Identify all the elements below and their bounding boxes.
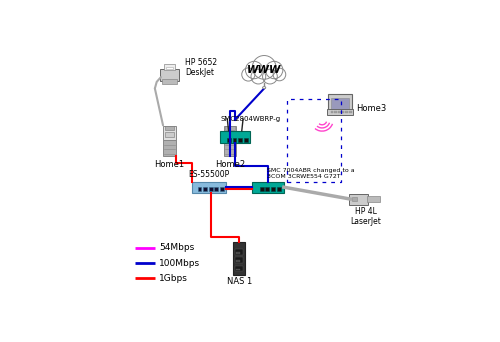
FancyBboxPatch shape (232, 138, 236, 142)
Circle shape (273, 68, 285, 81)
FancyBboxPatch shape (272, 187, 275, 191)
Circle shape (252, 55, 276, 79)
FancyBboxPatch shape (350, 194, 368, 205)
Text: 1Gbps: 1Gbps (159, 274, 188, 283)
FancyBboxPatch shape (220, 187, 224, 191)
Text: HP 5652
DeskJet: HP 5652 DeskJet (185, 58, 218, 77)
FancyBboxPatch shape (236, 260, 240, 262)
FancyBboxPatch shape (260, 187, 264, 191)
Text: WWW: WWW (247, 65, 282, 75)
Circle shape (266, 61, 283, 79)
FancyBboxPatch shape (225, 126, 234, 130)
FancyBboxPatch shape (164, 65, 174, 70)
FancyBboxPatch shape (331, 98, 349, 109)
FancyBboxPatch shape (330, 110, 333, 111)
FancyBboxPatch shape (346, 113, 348, 114)
FancyBboxPatch shape (225, 132, 234, 137)
FancyBboxPatch shape (192, 182, 226, 193)
FancyBboxPatch shape (164, 132, 174, 137)
FancyBboxPatch shape (349, 113, 352, 114)
FancyBboxPatch shape (342, 113, 344, 114)
Circle shape (251, 69, 266, 84)
FancyBboxPatch shape (342, 110, 344, 111)
FancyBboxPatch shape (338, 110, 340, 111)
Text: NAS 1: NAS 1 (226, 277, 252, 286)
Text: Home1: Home1 (154, 160, 184, 169)
FancyBboxPatch shape (227, 138, 230, 142)
FancyBboxPatch shape (277, 187, 281, 191)
FancyBboxPatch shape (238, 138, 242, 142)
FancyBboxPatch shape (214, 187, 218, 191)
FancyBboxPatch shape (160, 69, 178, 81)
FancyBboxPatch shape (236, 269, 240, 271)
Text: 100Mbps: 100Mbps (159, 259, 200, 267)
FancyBboxPatch shape (334, 110, 337, 111)
Text: SMC 7004ABR changed to a
3COM 3CRWE554 G72T: SMC 7004ABR changed to a 3COM 3CRWE554 G… (267, 168, 354, 179)
FancyBboxPatch shape (266, 187, 270, 191)
FancyBboxPatch shape (166, 67, 173, 69)
Circle shape (246, 61, 263, 79)
FancyBboxPatch shape (244, 138, 248, 142)
FancyBboxPatch shape (224, 140, 236, 156)
Ellipse shape (262, 87, 266, 89)
FancyBboxPatch shape (204, 187, 207, 191)
FancyBboxPatch shape (163, 140, 175, 156)
FancyBboxPatch shape (236, 249, 243, 254)
FancyBboxPatch shape (328, 94, 352, 112)
FancyBboxPatch shape (209, 187, 212, 191)
FancyBboxPatch shape (346, 110, 348, 111)
Text: ES-55500P: ES-55500P (188, 170, 230, 179)
FancyBboxPatch shape (252, 182, 284, 193)
Circle shape (242, 68, 255, 81)
FancyBboxPatch shape (236, 257, 243, 263)
FancyBboxPatch shape (349, 110, 352, 111)
FancyBboxPatch shape (198, 187, 202, 191)
FancyBboxPatch shape (334, 113, 337, 114)
FancyBboxPatch shape (162, 79, 176, 84)
Text: SMC2804WBRP-g: SMC2804WBRP-g (220, 116, 281, 122)
FancyBboxPatch shape (164, 126, 174, 130)
FancyBboxPatch shape (220, 131, 250, 144)
FancyBboxPatch shape (236, 252, 240, 253)
FancyBboxPatch shape (330, 113, 333, 114)
FancyBboxPatch shape (366, 196, 380, 202)
FancyBboxPatch shape (327, 109, 353, 115)
Text: Home3: Home3 (356, 104, 386, 113)
Text: Home2: Home2 (215, 160, 245, 169)
FancyBboxPatch shape (163, 126, 175, 140)
FancyBboxPatch shape (236, 266, 243, 272)
Text: HP 4L
LaserJet: HP 4L LaserJet (350, 207, 381, 226)
FancyBboxPatch shape (352, 197, 357, 201)
Circle shape (262, 69, 278, 84)
FancyBboxPatch shape (224, 126, 236, 140)
FancyBboxPatch shape (338, 113, 340, 114)
Text: 54Mbps: 54Mbps (159, 243, 194, 252)
FancyBboxPatch shape (234, 242, 245, 275)
